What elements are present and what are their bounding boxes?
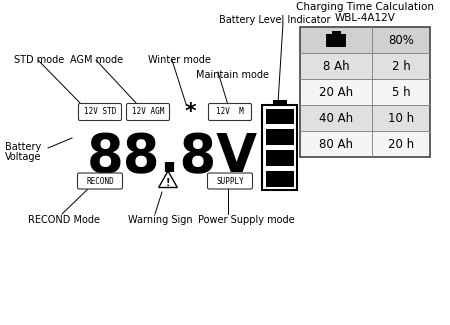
Text: 12V  M: 12V M (216, 108, 244, 116)
Text: Maintain mode: Maintain mode (196, 70, 269, 80)
Bar (300, 131, 430, 157)
Text: RECOND: RECOND (86, 176, 114, 186)
Text: !: ! (166, 178, 170, 188)
Text: Winter mode: Winter mode (148, 55, 211, 65)
Text: *: * (184, 102, 196, 122)
Text: 80 Ah: 80 Ah (319, 137, 353, 150)
Text: Battery Level Indicator: Battery Level Indicator (219, 15, 331, 25)
Text: STD mode: STD mode (14, 55, 64, 65)
Text: 40 Ah: 40 Ah (319, 111, 353, 124)
Text: Voltage: Voltage (5, 152, 41, 162)
Text: 20 h: 20 h (388, 137, 414, 150)
FancyBboxPatch shape (77, 173, 122, 189)
Text: 12V STD: 12V STD (84, 108, 116, 116)
Text: 20 Ah: 20 Ah (319, 85, 353, 98)
Text: Warning Sign: Warning Sign (128, 215, 193, 225)
Bar (273, 100, 287, 105)
Bar (300, 53, 430, 79)
Text: WBL-4A12V: WBL-4A12V (334, 13, 396, 23)
Text: 5 h: 5 h (392, 85, 410, 98)
Bar (300, 27, 430, 53)
Text: RECOND Mode: RECOND Mode (28, 215, 100, 225)
Bar (266, 109, 293, 124)
Bar (266, 129, 293, 145)
Bar (300, 27, 430, 157)
FancyBboxPatch shape (207, 173, 252, 189)
Polygon shape (159, 171, 177, 188)
Text: 8 Ah: 8 Ah (323, 59, 349, 72)
Bar (300, 79, 430, 105)
Text: AGM mode: AGM mode (70, 55, 123, 65)
FancyBboxPatch shape (208, 103, 252, 121)
Text: 88.8V: 88.8V (86, 131, 257, 183)
Text: 10 h: 10 h (388, 111, 414, 124)
Text: SUPPLY: SUPPLY (216, 176, 244, 186)
Bar (266, 171, 293, 187)
Text: 80%: 80% (388, 33, 414, 46)
Bar (266, 150, 293, 166)
Text: Charging Time Calculation: Charging Time Calculation (296, 2, 434, 12)
FancyBboxPatch shape (78, 103, 122, 121)
Bar (262, 105, 297, 190)
Text: 12V AGM: 12V AGM (132, 108, 164, 116)
Bar (332, 31, 341, 33)
FancyBboxPatch shape (126, 103, 170, 121)
Bar (300, 105, 430, 131)
Bar (326, 33, 346, 46)
Text: Power Supply mode: Power Supply mode (198, 215, 295, 225)
Text: 2 h: 2 h (392, 59, 410, 72)
Text: Battery: Battery (5, 142, 41, 152)
